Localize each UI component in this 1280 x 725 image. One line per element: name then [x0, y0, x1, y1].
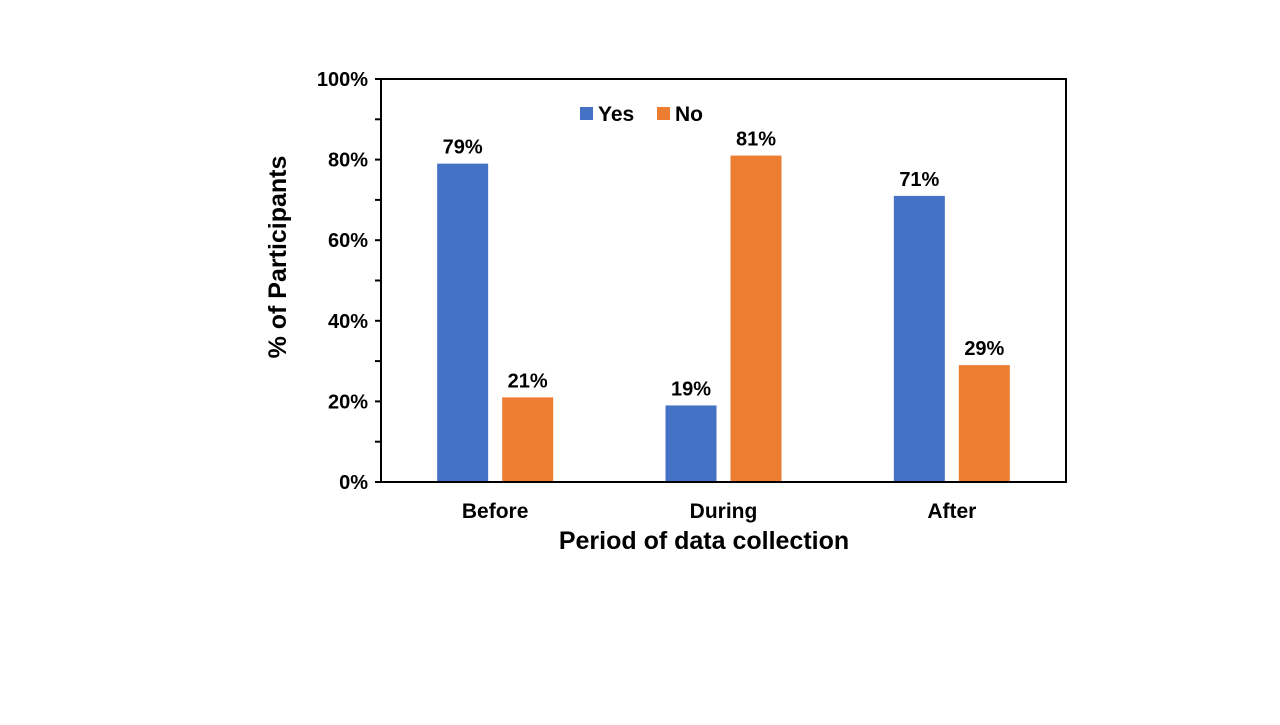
x-tick-label: During — [690, 500, 758, 523]
y-tick-label: 40% — [328, 311, 368, 333]
y-tick-label: 100% — [317, 69, 368, 91]
data-label: 81% — [736, 129, 776, 151]
bar-no-after — [958, 365, 1010, 482]
y-tick-label: 80% — [328, 150, 368, 172]
y-axis-title: % of Participants — [264, 156, 292, 359]
legend-label-yes: Yes — [598, 103, 634, 126]
bar-yes-after — [893, 195, 945, 482]
axes-layer: 0% 20% 40% 60% 80% 100% Before During After — [317, 69, 1067, 523]
data-label: 29% — [964, 338, 1004, 360]
x-axis-title: Period of data collection — [559, 527, 849, 555]
y-tick-label: 0% — [339, 472, 368, 494]
bar-yes-during — [665, 405, 717, 482]
legend-swatch-yes — [580, 107, 593, 120]
x-tick-label: Before — [462, 500, 529, 523]
legend-label-no: No — [675, 103, 703, 126]
data-label: 71% — [899, 169, 939, 191]
legend-swatch-no — [657, 107, 670, 120]
data-label: 19% — [671, 378, 711, 400]
x-tick-label: After — [927, 500, 976, 523]
y-tick-label: 20% — [328, 391, 368, 413]
bar-yes-before — [437, 163, 489, 482]
bar-no-before — [502, 397, 554, 482]
data-label: 21% — [508, 370, 548, 392]
data-label: 79% — [443, 137, 483, 159]
y-tick-label: 60% — [328, 230, 368, 252]
bars-layer — [437, 155, 1010, 482]
bar-no-during — [730, 155, 782, 482]
data-labels-layer: 79% 19% 71% 21% 81% 29% — [443, 129, 1005, 401]
legend: Yes No — [580, 103, 703, 126]
